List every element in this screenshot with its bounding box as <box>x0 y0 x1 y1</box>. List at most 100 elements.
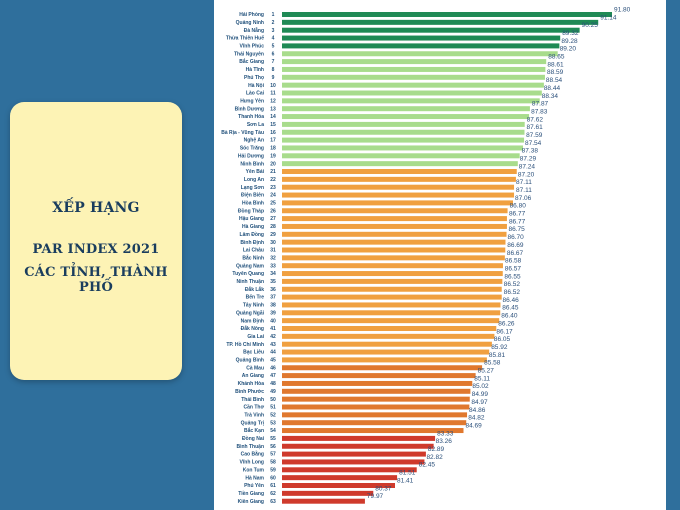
province-label: Bình Phước <box>235 389 264 395</box>
rank-label: 11 <box>270 91 276 97</box>
province-label: Cà Mau <box>246 365 264 371</box>
province-label: Lào Cai <box>246 91 265 97</box>
rank-label: 20 <box>270 161 276 167</box>
value-label: 87.20 <box>518 171 535 178</box>
province-label: Bắc Giang <box>239 58 264 65</box>
province-label: Hải Phòng <box>239 12 264 18</box>
province-label: Sóc Trăng <box>240 146 264 152</box>
rank-label: 3 <box>272 28 275 34</box>
value-label: 83.33 <box>437 430 454 437</box>
province-label: Tây Ninh <box>243 303 264 309</box>
rank-label: 4 <box>272 36 275 42</box>
bar <box>282 161 518 167</box>
value-label: 83.26 <box>436 438 453 445</box>
bar <box>282 137 525 143</box>
bar <box>282 451 426 457</box>
province-label: Thái Nguyên <box>234 51 264 57</box>
bar <box>282 247 506 253</box>
value-label: 87.11 <box>516 187 532 194</box>
province-label: Hà Nội <box>248 83 264 89</box>
bar <box>282 255 505 261</box>
province-label: Lai Châu <box>243 248 264 254</box>
rank-label: 19 <box>270 153 276 159</box>
bar <box>282 82 544 88</box>
province-label: Vĩnh Phúc <box>240 44 265 50</box>
rank-label: 15 <box>270 122 276 128</box>
value-label: 84.99 <box>472 391 489 398</box>
bar <box>282 318 500 324</box>
province-label: Ninh Thuận <box>237 279 265 285</box>
bar <box>282 483 395 488</box>
province-label: Tiền Giang <box>238 491 264 497</box>
province-label: Hải Dương <box>238 153 264 159</box>
value-label: 79.97 <box>367 493 384 500</box>
value-label: 88.65 <box>548 54 565 61</box>
rank-label: 18 <box>270 146 276 152</box>
bar <box>282 43 560 49</box>
bar <box>282 420 467 426</box>
bar <box>282 145 524 151</box>
province-label: Hà Nam <box>245 475 264 481</box>
value-label: 86.52 <box>504 289 521 296</box>
rank-label: 63 <box>270 499 276 505</box>
province-label: Ninh Bình <box>240 161 264 167</box>
province-label: Bắc Ninh <box>242 254 264 261</box>
rank-label: 54 <box>270 428 276 434</box>
rank-label: 46 <box>270 365 276 371</box>
province-label: Bình Định <box>240 240 264 246</box>
bar <box>282 443 434 449</box>
rank-label: 27 <box>270 216 276 222</box>
bar <box>282 302 501 308</box>
rank-label: 17 <box>270 138 276 144</box>
value-label: 81.51 <box>399 470 416 477</box>
province-label: Điện Biên <box>241 193 264 199</box>
rank-label: 51 <box>270 405 276 411</box>
value-label: 86.46 <box>502 297 519 304</box>
province-label: Phú Thọ <box>244 75 264 81</box>
province-label: Thừa Thiên Huế <box>226 35 264 42</box>
province-label: Yên Bái <box>246 169 265 175</box>
bar <box>282 27 580 33</box>
bar <box>282 341 492 347</box>
value-label: 82.89 <box>428 446 445 453</box>
bar <box>282 412 468 418</box>
rank-label: 22 <box>270 177 276 183</box>
bar <box>282 98 540 104</box>
bar <box>282 74 545 80</box>
value-label: 87.24 <box>519 163 536 170</box>
province-label: Cao Bằng <box>241 451 264 458</box>
panel-title-line-1: PAR INDEX 2021 <box>32 242 160 257</box>
rank-label: 62 <box>270 491 276 497</box>
bar <box>282 404 470 410</box>
rank-label: 38 <box>270 303 276 309</box>
bar <box>282 169 517 174</box>
value-label: 86.77 <box>509 218 526 225</box>
bar <box>282 310 501 316</box>
rank-label: 36 <box>270 287 276 293</box>
rank-label: 33 <box>270 263 276 269</box>
value-label: 86.05 <box>494 336 511 343</box>
rank-label: 32 <box>270 255 276 261</box>
value-label: 85.27 <box>478 368 495 375</box>
bar <box>282 90 542 96</box>
rank-label: 40 <box>270 318 276 324</box>
province-label: Quảng Nam <box>236 263 265 269</box>
value-label: 88.44 <box>544 85 561 92</box>
value-label: 89.28 <box>561 38 578 45</box>
province-label: Đà Nẵng <box>244 27 264 34</box>
province-label: Thanh Hóa <box>238 114 264 120</box>
bar <box>282 51 558 57</box>
rank-label: 13 <box>270 106 276 112</box>
rank-label: 21 <box>270 169 276 175</box>
value-label: 87.38 <box>522 148 539 155</box>
value-label: 86.52 <box>504 281 521 288</box>
province-label: Nam Định <box>241 318 264 324</box>
rank-label: 30 <box>270 240 276 246</box>
rank-label: 52 <box>270 412 276 418</box>
province-label: Bình Thuận <box>237 444 265 450</box>
rank-label: 37 <box>270 295 276 301</box>
bar <box>282 114 530 120</box>
rank-label: 61 <box>270 483 276 489</box>
rank-label: 6 <box>272 51 275 57</box>
